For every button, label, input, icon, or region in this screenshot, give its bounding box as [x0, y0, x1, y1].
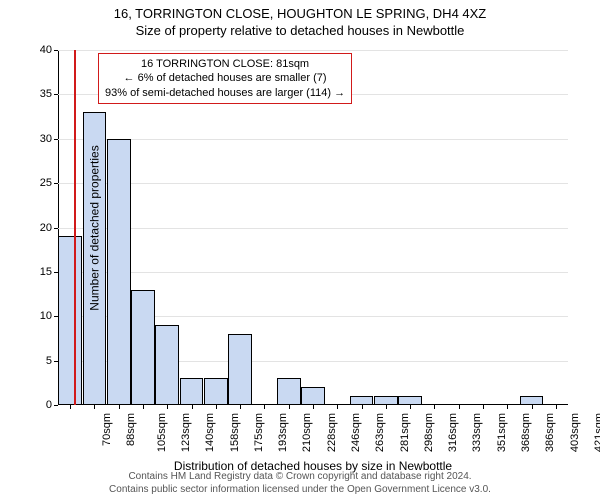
- x-tick-label: 316sqm: [447, 413, 459, 452]
- y-tick-mark: [54, 183, 58, 184]
- y-tick-label: 15: [28, 266, 52, 278]
- address-title: 16, TORRINGTON CLOSE, HOUGHTON LE SPRING…: [0, 0, 600, 21]
- x-tick-label: 70sqm: [101, 413, 113, 446]
- y-tick-mark: [54, 139, 58, 140]
- y-tick-label: 35: [28, 88, 52, 100]
- x-tick-label: 298sqm: [423, 413, 435, 452]
- reference-line: [74, 50, 76, 405]
- y-tick-mark: [54, 405, 58, 406]
- x-tick-mark: [434, 405, 435, 409]
- x-tick-mark: [240, 405, 241, 409]
- histogram-chart: 16 TORRINGTON CLOSE: 81sqm← 6% of detach…: [58, 50, 568, 405]
- x-tick-label: 88sqm: [125, 413, 137, 446]
- x-tick-label: 228sqm: [326, 413, 338, 452]
- x-tick-mark: [167, 405, 168, 409]
- histogram-bar: [277, 378, 301, 405]
- x-tick-mark: [143, 405, 144, 409]
- x-tick-label: 368sqm: [520, 413, 532, 452]
- copyright-footer: Contains HM Land Registry data © Crown c…: [0, 471, 600, 496]
- y-tick-mark: [54, 228, 58, 229]
- y-tick-mark: [54, 272, 58, 273]
- y-tick-label: 10: [28, 310, 52, 322]
- y-tick-mark: [54, 50, 58, 51]
- x-tick-label: 263sqm: [374, 413, 386, 452]
- y-tick-label: 30: [28, 133, 52, 145]
- x-tick-mark: [289, 405, 290, 409]
- x-tick-mark: [70, 405, 71, 409]
- histogram-bar: [301, 387, 325, 405]
- page-container: 16, TORRINGTON CLOSE, HOUGHTON LE SPRING…: [0, 0, 600, 500]
- x-tick-label: 386sqm: [544, 413, 556, 452]
- y-tick-label: 0: [28, 399, 52, 411]
- x-tick-label: 175sqm: [253, 413, 265, 452]
- x-tick-mark: [119, 405, 120, 409]
- y-tick-label: 40: [28, 44, 52, 56]
- x-tick-label: 351sqm: [496, 413, 508, 452]
- x-tick-label: 333sqm: [472, 413, 484, 452]
- histogram-bar: [204, 378, 228, 405]
- annotation-box: 16 TORRINGTON CLOSE: 81sqm← 6% of detach…: [98, 53, 352, 104]
- x-tick-label: 158sqm: [229, 413, 241, 452]
- annotation-line: 93% of semi-detached houses are larger (…: [105, 86, 345, 100]
- x-tick-label: 246sqm: [350, 413, 362, 452]
- x-tick-mark: [192, 405, 193, 409]
- y-tick-mark: [54, 94, 58, 95]
- x-tick-mark: [337, 405, 338, 409]
- x-tick-mark: [264, 405, 265, 409]
- histogram-bar: [131, 290, 155, 405]
- y-tick-label: 5: [28, 355, 52, 367]
- x-tick-label: 123sqm: [180, 413, 192, 452]
- subtitle: Size of property relative to detached ho…: [0, 21, 600, 38]
- x-tick-label: 281sqm: [399, 413, 411, 452]
- histogram-bar: [398, 396, 422, 405]
- histogram-bar: [520, 396, 544, 405]
- x-tick-label: 193sqm: [277, 413, 289, 452]
- plot-area: 16 TORRINGTON CLOSE: 81sqm← 6% of detach…: [58, 50, 568, 405]
- y-axis-label: Number of detached properties: [88, 145, 102, 310]
- x-tick-mark: [507, 405, 508, 409]
- x-tick-label: 140sqm: [204, 413, 216, 452]
- grid-line: [58, 183, 568, 184]
- x-tick-label: 403sqm: [569, 413, 581, 452]
- y-tick-label: 25: [28, 177, 52, 189]
- x-tick-mark: [386, 405, 387, 409]
- histogram-bar: [228, 334, 252, 405]
- x-tick-mark: [410, 405, 411, 409]
- x-tick-mark: [216, 405, 217, 409]
- histogram-bar: [58, 236, 82, 405]
- x-tick-mark: [459, 405, 460, 409]
- y-tick-mark: [54, 361, 58, 362]
- x-tick-mark: [94, 405, 95, 409]
- x-tick-mark: [313, 405, 314, 409]
- x-tick-label: 210sqm: [302, 413, 314, 452]
- grid-line: [58, 272, 568, 273]
- x-tick-mark: [532, 405, 533, 409]
- annotation-line: 16 TORRINGTON CLOSE: 81sqm: [105, 57, 345, 71]
- x-tick-label: 105sqm: [156, 413, 168, 452]
- x-tick-mark: [362, 405, 363, 409]
- grid-line: [58, 50, 568, 51]
- grid-line: [58, 228, 568, 229]
- y-tick-mark: [54, 316, 58, 317]
- x-tick-mark: [556, 405, 557, 409]
- histogram-bar: [107, 139, 131, 405]
- histogram-bar: [180, 378, 204, 405]
- histogram-bar: [350, 396, 374, 405]
- histogram-bar: [155, 325, 179, 405]
- x-tick-mark: [483, 405, 484, 409]
- x-tick-label: 421sqm: [593, 413, 600, 452]
- histogram-bar: [374, 396, 398, 405]
- footer-line-1: Contains HM Land Registry data © Crown c…: [0, 471, 600, 484]
- footer-line-2: Contains public sector information licen…: [0, 484, 600, 497]
- annotation-line: ← 6% of detached houses are smaller (7): [105, 71, 345, 85]
- grid-line: [58, 139, 568, 140]
- y-tick-label: 20: [28, 222, 52, 234]
